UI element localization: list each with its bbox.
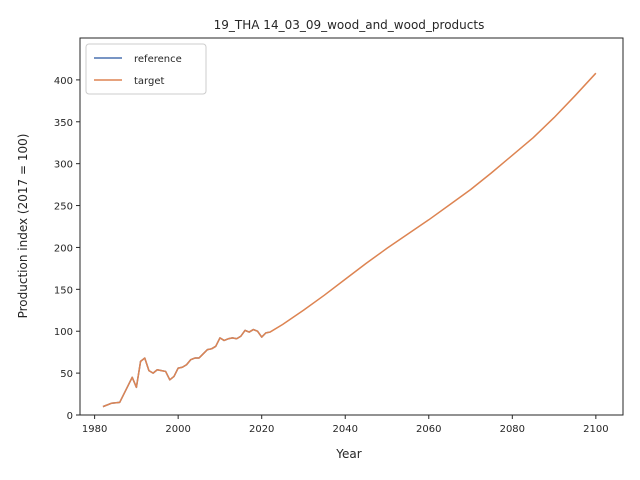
y-tick-label: 250 bbox=[54, 202, 73, 213]
plot-lines bbox=[102, 72, 597, 408]
axis-ticks: 1980 2000 2020 2040 2060 2080 2100 0 50 100 150 200… bbox=[54, 76, 609, 435]
x-tick-label: 2060 bbox=[416, 424, 441, 435]
y-tick-label: 150 bbox=[54, 285, 73, 296]
x-tick-label: 2080 bbox=[500, 424, 525, 435]
x-tick-label: 2100 bbox=[583, 424, 608, 435]
y-tick-label: 300 bbox=[54, 160, 73, 171]
x-tick-label: 1980 bbox=[82, 424, 107, 435]
y-tick-label: 50 bbox=[60, 369, 73, 380]
y-tick-label: 400 bbox=[54, 76, 73, 87]
series-line-target bbox=[102, 72, 597, 408]
legend-label-reference: reference bbox=[134, 54, 182, 65]
x-tick-label: 2020 bbox=[249, 424, 274, 435]
plot-frame bbox=[79, 37, 624, 416]
y-tick-label: 350 bbox=[54, 118, 73, 129]
x-tick-label: 2000 bbox=[165, 424, 190, 435]
legend-box bbox=[85, 43, 207, 95]
y-tick-label: 100 bbox=[54, 327, 73, 338]
x-axis-label: Year bbox=[335, 447, 361, 461]
y-tick-label: 200 bbox=[54, 243, 73, 254]
chart-title: 19_THA 14_03_09_wood_and_wood_products bbox=[214, 18, 485, 32]
y-tick-label: 0 bbox=[67, 411, 73, 422]
y-axis-label: Production index (2017 = 100) bbox=[16, 134, 30, 319]
x-tick-label: 2040 bbox=[333, 424, 358, 435]
legend: reference target bbox=[85, 43, 207, 95]
legend-label-target: target bbox=[134, 76, 164, 87]
